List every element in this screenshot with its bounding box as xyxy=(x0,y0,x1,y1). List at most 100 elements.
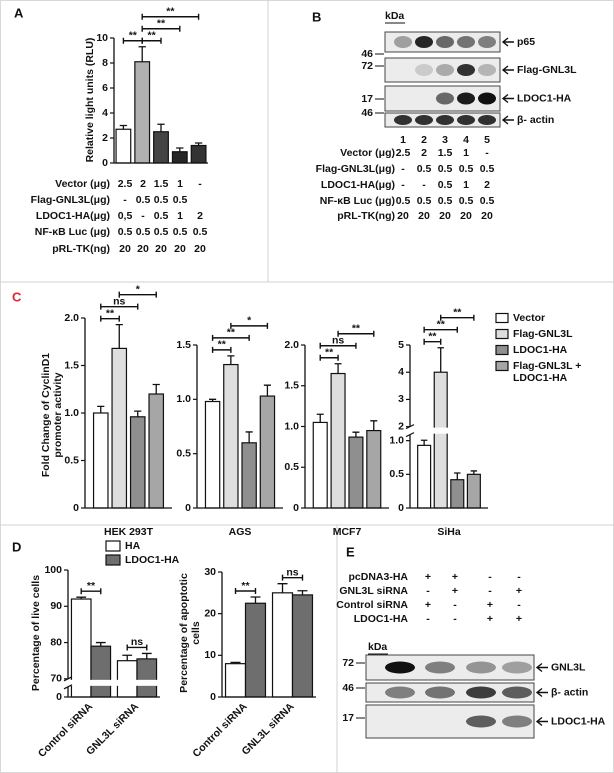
significance-label: * xyxy=(247,315,252,327)
condition-label: NF-κB Luc (μg) xyxy=(35,226,110,238)
condition-value: 0.5 xyxy=(438,179,453,191)
error-bar xyxy=(454,472,461,480)
blot-band xyxy=(385,686,415,699)
bar xyxy=(111,347,128,509)
significance-bracket xyxy=(141,37,162,44)
condition-value: - xyxy=(426,613,430,625)
error-bar xyxy=(470,470,478,475)
condition-value: - xyxy=(517,571,521,583)
condition-value: 1 xyxy=(177,210,183,222)
axis-break xyxy=(404,427,488,434)
y-tick-label: 0.5 xyxy=(284,461,299,473)
significance-label: ** xyxy=(352,323,361,335)
blot-band xyxy=(457,64,475,76)
band-arrow xyxy=(501,115,514,125)
bar xyxy=(134,61,151,164)
condition-value: 0.5 xyxy=(173,194,188,206)
significance-label: * xyxy=(136,283,141,295)
marker-label: 46 xyxy=(342,682,354,694)
bar xyxy=(244,602,267,698)
condition-value: 2 xyxy=(197,210,203,222)
legend-label: LDOC1-HA xyxy=(125,554,180,566)
condition-value: - xyxy=(485,147,489,159)
condition-value: 20 xyxy=(460,210,472,222)
condition-value: 0.5 xyxy=(173,226,188,238)
blot-band xyxy=(457,36,475,48)
bar xyxy=(417,444,432,509)
condition-value: 1.5 xyxy=(438,147,453,159)
error-bar xyxy=(152,383,160,394)
y-tick-label: 80 xyxy=(50,636,62,648)
error-bar xyxy=(138,46,146,62)
x-axis-label: AGS xyxy=(229,526,252,538)
panel-label: C xyxy=(12,289,22,304)
legend-label: Vector xyxy=(513,312,546,324)
marker-label: 17 xyxy=(342,712,354,724)
legend-swatch xyxy=(495,328,509,340)
kda-label: kDa xyxy=(385,10,404,22)
error-bar xyxy=(370,420,378,431)
y-tick-label: 90 xyxy=(50,600,62,612)
blot-band xyxy=(502,686,532,699)
band-label: LDOC1-HA xyxy=(517,92,572,104)
significance-bracket xyxy=(319,342,357,349)
y-tick-label: 4 xyxy=(398,366,404,378)
blot-band xyxy=(457,92,475,105)
y-tick-label: 2 xyxy=(398,420,404,432)
bar xyxy=(92,412,109,509)
bar xyxy=(366,429,382,509)
axis-break-mark xyxy=(63,676,73,682)
significance-label: ** xyxy=(241,580,250,592)
bar xyxy=(291,594,314,698)
condition-value: 2.5 xyxy=(396,147,411,159)
condition-label: pRL-TK(ng) xyxy=(337,210,395,222)
marker-label: 72 xyxy=(342,657,354,669)
bar xyxy=(241,442,257,509)
band-arrow xyxy=(535,687,548,698)
band-label: GNL3L xyxy=(551,661,586,673)
condition-label: Vector (μg) xyxy=(55,178,110,190)
condition-value: 0.5 xyxy=(136,194,151,206)
significance-label: ** xyxy=(129,30,138,42)
significance-label: ** xyxy=(227,327,236,339)
condition-value: 0.5 xyxy=(438,163,453,175)
legend-label: Flag-GNL3L + LDOC1-HA xyxy=(513,360,582,384)
marker-label: 72 xyxy=(361,60,373,72)
y-tick-label: 1.5 xyxy=(176,339,191,351)
band-label: β- actin xyxy=(517,114,554,126)
legend-swatch xyxy=(495,312,509,324)
y-tick-label: 5 xyxy=(398,339,404,351)
significance-bracket xyxy=(211,334,250,341)
band-arrow xyxy=(535,716,548,727)
blot-band xyxy=(478,64,496,76)
error-bar xyxy=(141,652,152,659)
significance-bracket xyxy=(440,314,475,321)
condition-value: 0.5 xyxy=(438,195,453,207)
y-tick-label: 0 xyxy=(398,502,404,514)
marker-label: 46 xyxy=(361,107,373,119)
error-bar xyxy=(227,355,235,365)
bar xyxy=(171,151,188,164)
significance-bracket xyxy=(281,574,304,581)
error-bar xyxy=(250,596,261,604)
y-tick-label: 20 xyxy=(204,607,216,619)
condition-value: + xyxy=(516,585,522,597)
condition-value: + xyxy=(516,613,522,625)
bar xyxy=(223,363,239,509)
y-axis-label: Percentage of live cells xyxy=(30,574,42,692)
y-axis-label: Relative light units (RLU) xyxy=(84,37,96,163)
bar xyxy=(271,592,294,698)
significance-label: ** xyxy=(453,307,462,319)
error-bar xyxy=(263,384,271,397)
band-label: p65 xyxy=(517,36,535,48)
condition-value: 0.5 xyxy=(480,195,495,207)
significance-label: ns xyxy=(332,335,344,347)
marker-label: 17 xyxy=(361,93,373,105)
condition-value: 20 xyxy=(137,243,149,255)
y-tick-label: 2.0 xyxy=(64,312,79,324)
y-tick-label: 2 xyxy=(102,132,108,144)
blot-band xyxy=(436,115,454,125)
condition-label: Flag-GNL3L(μg) xyxy=(316,163,395,175)
condition-value: - xyxy=(141,210,145,222)
